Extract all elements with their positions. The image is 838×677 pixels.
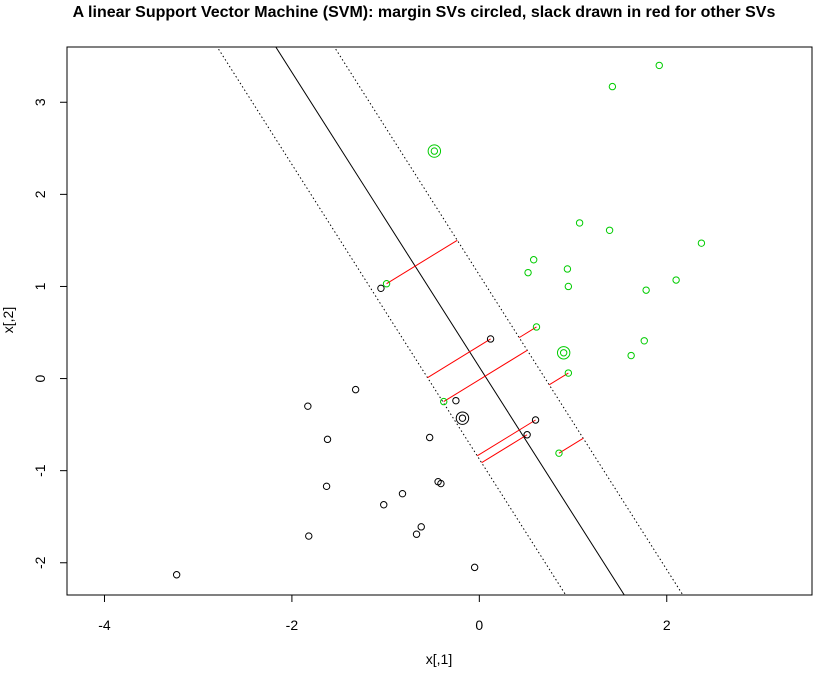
slack-segment bbox=[558, 437, 584, 454]
y-tick-label: 2 bbox=[32, 190, 48, 198]
green-point bbox=[529, 256, 538, 264]
green-point bbox=[564, 282, 573, 291]
margin-sv-circle bbox=[556, 346, 571, 360]
black-point bbox=[486, 335, 495, 343]
green-point bbox=[655, 61, 663, 70]
green-point bbox=[532, 323, 541, 331]
y-axis-label: x[,2] bbox=[0, 307, 16, 333]
slack-segment bbox=[427, 338, 491, 379]
chart-title: A linear Support Vector Machine (SVM): m… bbox=[73, 4, 776, 21]
x-axis-label: x[,1] bbox=[426, 651, 452, 667]
green-point bbox=[642, 286, 650, 294]
black-point bbox=[351, 385, 360, 394]
black-point bbox=[425, 433, 434, 442]
black-point bbox=[323, 435, 332, 444]
black-point bbox=[304, 402, 312, 410]
slack-segment bbox=[548, 372, 569, 386]
green-point bbox=[608, 82, 617, 91]
black-point bbox=[417, 523, 425, 531]
black-point bbox=[322, 482, 331, 491]
green-point bbox=[564, 369, 573, 377]
black-point bbox=[458, 414, 467, 422]
green-point bbox=[382, 279, 391, 288]
black-point bbox=[523, 431, 531, 439]
y-tick-label: -1 bbox=[32, 464, 48, 477]
green-point bbox=[555, 449, 563, 457]
margin-sv-circle bbox=[455, 411, 470, 425]
margin-sv-circle bbox=[427, 144, 442, 158]
x-tick-label: 2 bbox=[663, 617, 671, 633]
black-point bbox=[172, 571, 181, 579]
slack-segment bbox=[443, 349, 528, 403]
slack-segment bbox=[386, 239, 458, 285]
margin-line-upper bbox=[333, 47, 684, 595]
green-point bbox=[430, 147, 439, 155]
plot-frame bbox=[66, 46, 813, 596]
slack-layer bbox=[386, 239, 584, 464]
green-point bbox=[440, 397, 448, 406]
green-point bbox=[524, 268, 532, 277]
green-point bbox=[605, 226, 614, 234]
y-tick-label: 1 bbox=[32, 282, 48, 290]
green-point bbox=[640, 337, 648, 345]
green-point bbox=[627, 351, 635, 360]
decision-boundary-line bbox=[275, 47, 625, 595]
black-point bbox=[470, 563, 479, 572]
y-tick-label: 0 bbox=[32, 374, 48, 382]
x-tick-label: -2 bbox=[286, 617, 299, 633]
y-tick-label: 3 bbox=[32, 98, 48, 106]
black-point bbox=[412, 530, 421, 538]
green-point bbox=[559, 349, 568, 357]
green-point bbox=[672, 276, 680, 284]
lines-layer bbox=[216, 47, 684, 595]
black-point bbox=[437, 479, 445, 488]
black-point bbox=[452, 396, 460, 405]
x-tick-label: 0 bbox=[475, 617, 483, 633]
black-point bbox=[398, 489, 407, 498]
green-point bbox=[575, 219, 584, 227]
green-point bbox=[697, 239, 706, 247]
black-point bbox=[377, 284, 385, 293]
margin-line-lower bbox=[216, 47, 567, 595]
x-tick-label: -4 bbox=[98, 617, 111, 633]
y-axis: -2 -1 0 1 2 3 bbox=[32, 98, 68, 569]
x-axis: -4 -2 0 2 bbox=[98, 594, 671, 633]
slack-segment bbox=[476, 419, 536, 457]
points-layer bbox=[172, 61, 706, 579]
black-point bbox=[531, 416, 540, 424]
slack-segment bbox=[481, 434, 528, 464]
y-tick-label: -2 bbox=[32, 556, 48, 569]
green-point bbox=[563, 265, 572, 273]
black-point bbox=[305, 532, 313, 540]
black-point bbox=[380, 501, 388, 509]
